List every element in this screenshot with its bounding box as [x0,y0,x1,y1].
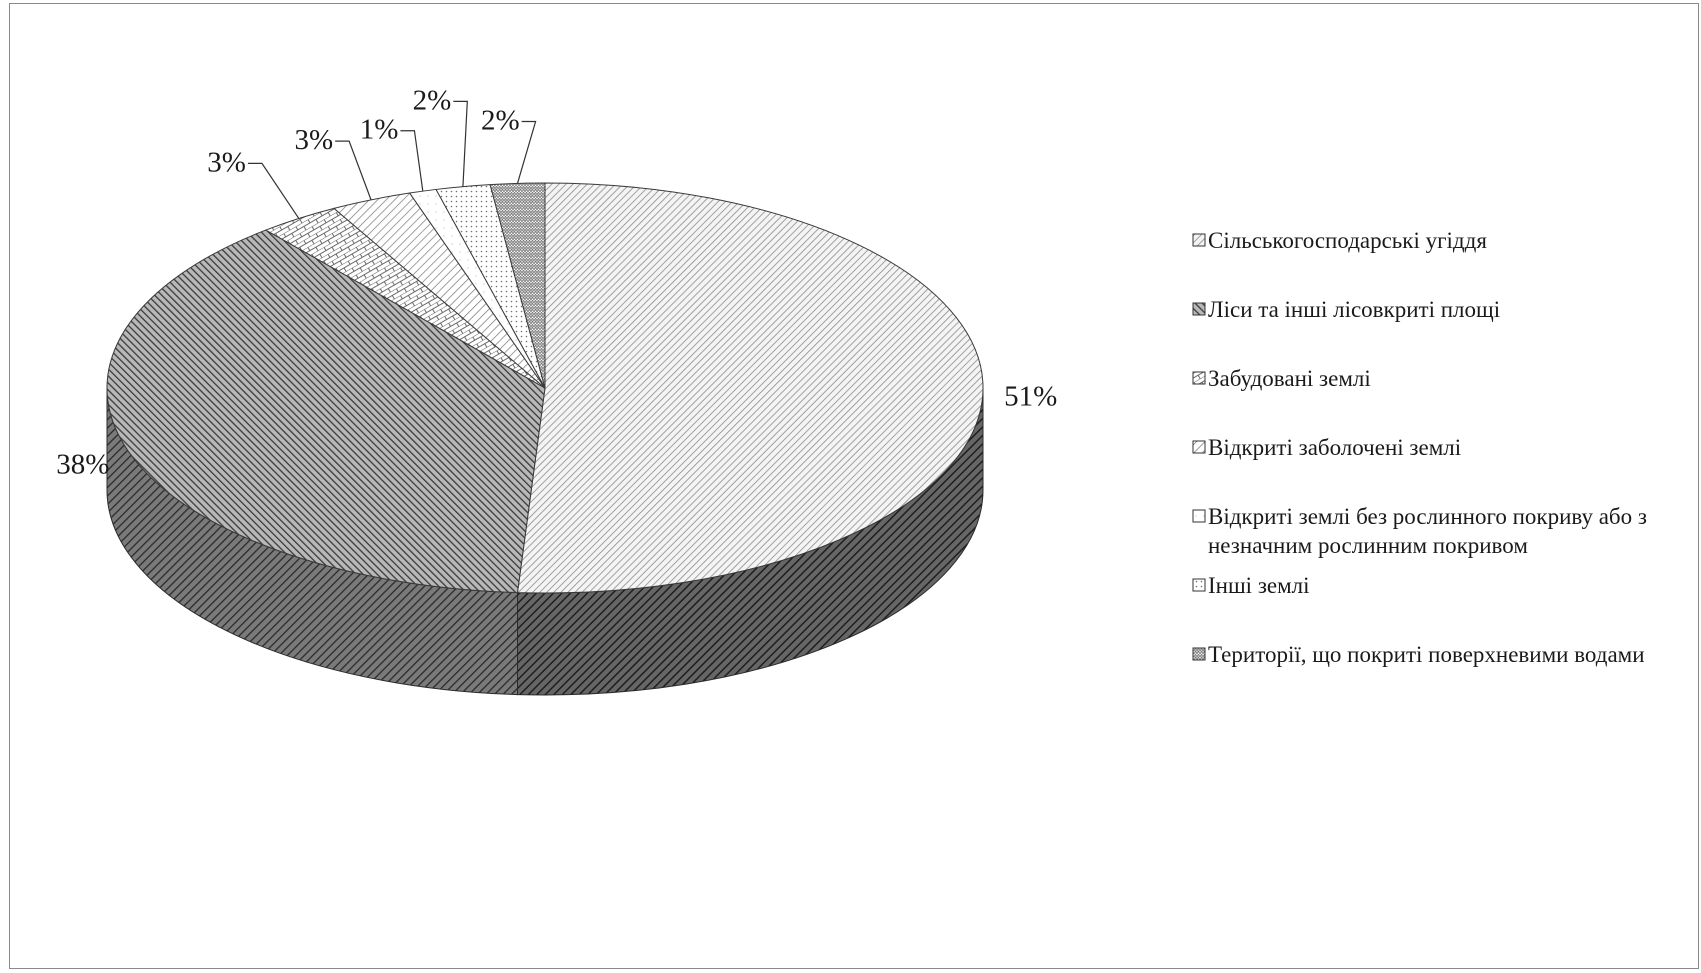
legend-label-4: Відкриті землі без рослинного покриву аб… [1208,504,1647,529]
legend-label-6: Території, що покриті поверхневими водам… [1208,642,1645,667]
pie-leader-line-3 [335,140,372,201]
pie-pct-label-5: 2% [413,84,452,116]
pie-labels-group: 51% 38% 3% 3% 1% 2% 2% [56,84,1057,480]
legend-label-3: Відкриті заболочені землі [1208,435,1461,460]
legend-label-2: Забудовані землі [1208,366,1371,391]
pie-pct-label-0: 51% [1004,381,1057,413]
legend-swatch-1 [1192,302,1206,316]
legend-swatch-6 [1192,647,1206,661]
pie-slice-1 [106,229,546,594]
pie-pct-label-4: 1% [360,114,399,146]
legend: Сільськогосподарські угіддя Ліси та інші … [1192,228,1647,667]
pie-pct-label-1: 38% [56,449,109,481]
legend-label-1: Ліси та інші лісовкриті площі [1208,297,1500,322]
legend-swatch-2 [1192,371,1206,385]
pie-pct-label-2: 3% [207,146,246,178]
legend-label-4-line-1: незначним рослинним покривом [1208,533,1528,558]
pie-pct-label-3: 3% [294,124,333,156]
pie-leader-line-6 [516,120,537,184]
legend-swatch-0 [1192,233,1206,247]
pie-top-group [106,182,984,594]
pie-leader-line-4 [400,130,424,192]
legend-swatch-5 [1192,578,1206,592]
pie-slice-0 [516,182,984,594]
legend-label-5: Інші землі [1208,573,1310,598]
chart-frame [9,3,1699,969]
legend-swatch-4 [1192,509,1206,523]
legend-swatch-3 [1192,440,1206,454]
pie-pct-label-6: 2% [481,104,520,136]
pie-leader-line-2 [247,162,300,219]
legend-label-0: Сільськогосподарські угіддя [1208,228,1487,253]
pie-leader-line-5 [453,100,468,187]
